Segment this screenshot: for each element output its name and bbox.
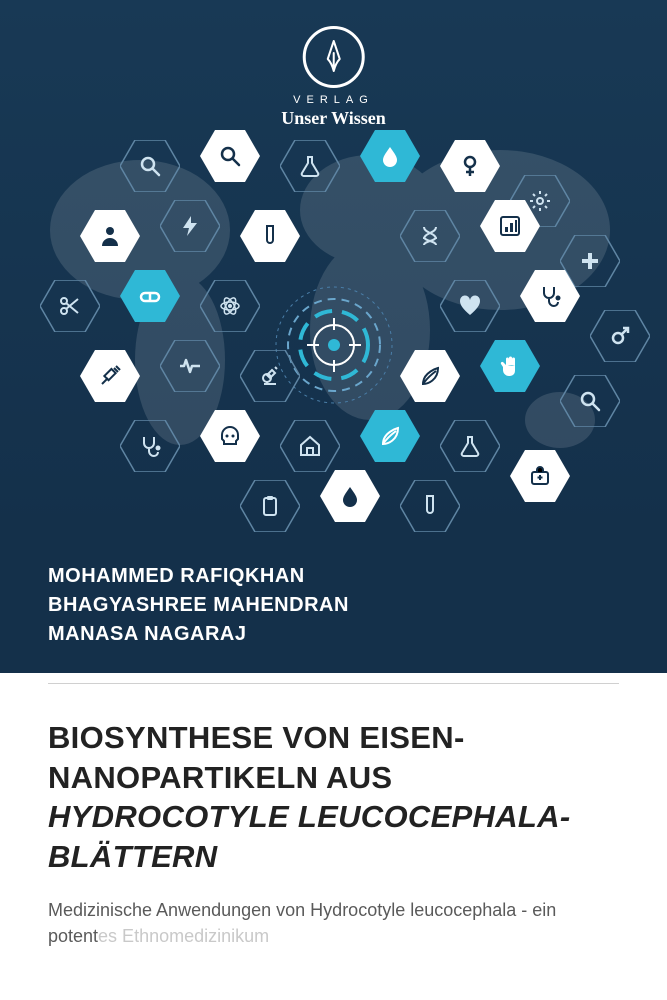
hex-syringe-icon [80,350,140,402]
hex-micro-icon [240,350,300,402]
hex-clip-icon [240,480,300,532]
hex-house-icon [280,420,340,472]
hex-male-icon [590,310,650,362]
hex-leaf-icon [360,410,420,462]
hex-female-icon [440,140,500,192]
title-italic: HYDROCOTYLE LEUCOCEPHALA-BLÄTTERN [48,799,570,874]
title-block: BIOSYNTHESE VON EISEN-NANOPARTIKELN AUS … [0,684,667,877]
book-title: BIOSYNTHESE VON EISEN-NANOPARTIKELN AUS … [48,718,619,877]
hex-skull-icon [200,410,260,462]
hex-tube-icon [240,210,300,262]
hex-leaf-icon [400,350,460,402]
hero-graphic: VERLAG Unser Wissen [0,0,667,540]
hex-flask-icon [280,140,340,192]
book-cover: VERLAG Unser Wissen [0,0,667,1000]
hex-person-icon [80,210,140,262]
hex-flask-icon [440,420,500,472]
hex-dna-icon [400,210,460,262]
hex-bag-icon [510,450,570,502]
hex-bolt-icon [160,200,220,252]
author-2: BHAGYASHREE MAHENDRAN [48,591,619,620]
hex-pulse-icon [160,340,220,392]
hex-stetho-icon [120,420,180,472]
hex-tube-icon [400,480,460,532]
hex-pill-icon [120,270,180,322]
hex-atom-icon [200,280,260,332]
hex-heart-icon [440,280,500,332]
hex-hand-icon [480,340,540,392]
subtitle-faded: es Ethnomedizinikum [98,926,269,946]
hex-magnify-icon [120,140,180,192]
pen-icon [303,26,365,88]
authors-band: MOHAMMED RAFIQKHAN BHAGYASHREE MAHENDRAN… [0,540,667,673]
hex-stetho-icon [520,270,580,322]
hex-search2-icon [560,375,620,427]
hex-drop-icon [360,130,420,182]
title-plain: BIOSYNTHESE VON EISEN-NANOPARTIKELN AUS [48,720,465,795]
publisher-line1: VERLAG [281,94,386,106]
hex-icon-field [0,120,667,540]
hex-scissors-icon [40,280,100,332]
author-3: MANASA NAGARAJ [48,620,619,649]
publisher-logo: VERLAG Unser Wissen [281,26,386,129]
hex-drop-icon [320,470,380,522]
subtitle-block: Medizinische Anwendungen von Hydrocotyle… [0,877,667,949]
hex-magnify-icon [200,130,260,182]
author-1: MOHAMMED RAFIQKHAN [48,562,619,591]
